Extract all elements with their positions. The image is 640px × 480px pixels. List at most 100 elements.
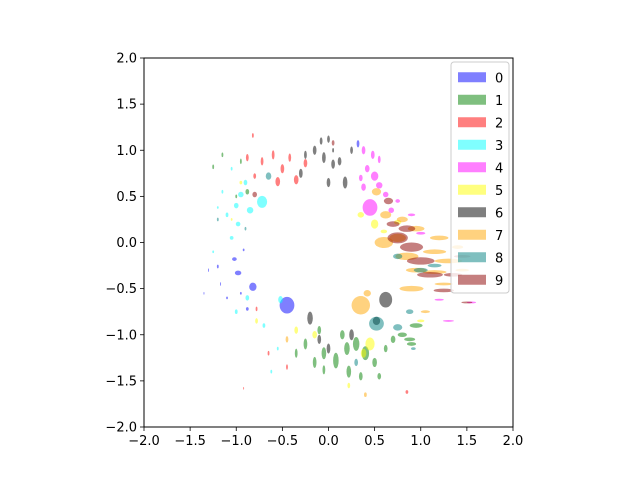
point-series-6-2 [331, 159, 335, 169]
point-series-8-10 [354, 358, 359, 367]
point-series-6-17 [332, 147, 335, 153]
point-series-6-16 [326, 343, 331, 354]
legend-swatch-4 [458, 162, 486, 173]
point-series-7-16 [420, 310, 430, 314]
point-series-5-11 [347, 382, 351, 389]
legend-swatch-3 [458, 139, 486, 150]
y-tick-label: 0.0 [116, 236, 137, 251]
point-series-6-8 [327, 135, 330, 143]
point-series-3-17 [212, 250, 215, 254]
point-series-1-7 [303, 338, 308, 350]
point-series-4-9 [361, 183, 366, 191]
point-series-7-6 [399, 285, 424, 292]
y-tick-label: −2.0 [105, 421, 137, 436]
point-series-2-2 [271, 150, 275, 160]
x-tick-label: 1.5 [457, 434, 478, 449]
point-series-0-5 [216, 264, 219, 269]
y-tick-label: 0.5 [116, 190, 137, 205]
point-series-4-3 [376, 182, 383, 189]
point-series-1-21 [221, 152, 224, 158]
point-series-9-10 [252, 191, 258, 198]
point-series-1-24 [245, 188, 250, 195]
point-series-4-10 [358, 174, 363, 182]
point-series-6-10 [298, 168, 303, 178]
legend-swatch-7 [458, 229, 486, 240]
point-series-1-23 [212, 164, 215, 170]
x-tick-label: 0.5 [364, 434, 385, 449]
point-series-2-14 [243, 386, 245, 390]
point-series-0-8 [226, 296, 228, 300]
point-series-2-0 [245, 153, 249, 162]
point-series-7-10 [434, 282, 454, 286]
y-axis: −2.0 −1.5 −1.0 −0.5 0.0 0.5 1.0 1.5 2.0 [105, 52, 144, 436]
point-series-3-9 [243, 179, 248, 186]
point-series-7-7 [423, 249, 447, 255]
point-series-3-5 [229, 236, 234, 240]
point-series-7-2 [380, 211, 392, 219]
legend-label-3: 3 [495, 139, 503, 154]
point-series-6-4 [326, 177, 331, 188]
point-series-1-0 [333, 352, 339, 369]
point-series-3-7 [221, 189, 224, 194]
legend-label-0: 0 [495, 71, 503, 86]
point-series-9-11 [461, 301, 473, 304]
point-series-2-6 [303, 159, 308, 168]
point-series-5-10 [417, 319, 425, 323]
point-series-9-5 [386, 221, 400, 227]
point-series-1-14 [409, 323, 423, 328]
point-series-4-2 [364, 165, 370, 173]
y-tick-label: −1.5 [105, 374, 137, 389]
point-series-3-13 [234, 309, 238, 314]
x-axis: −2.0 −1.5 −1.0 −0.5 0.0 0.5 1.0 1.5 2.0 [128, 427, 523, 449]
point-series-1-9 [372, 357, 377, 368]
point-series-1-4 [344, 342, 350, 356]
point-series-4-0 [362, 199, 378, 216]
point-series-6-9 [304, 150, 307, 160]
point-series-5-9 [312, 331, 317, 339]
data-marks [203, 133, 477, 398]
point-series-9-2 [406, 257, 435, 265]
y-tick-label: 1.5 [116, 98, 137, 113]
point-series-6-0 [312, 145, 317, 155]
point-series-3-4 [235, 221, 241, 227]
point-series-0-4 [232, 257, 237, 261]
point-series-0-7 [220, 282, 222, 286]
point-series-2-13 [267, 350, 270, 356]
point-series-0-11 [203, 291, 205, 295]
point-series-7-19 [285, 336, 289, 343]
point-series-5-5 [380, 229, 388, 234]
legend-swatch-2 [458, 117, 486, 128]
legend-swatch-6 [458, 207, 486, 218]
point-series-6-14 [307, 311, 313, 325]
point-series-9-3 [417, 272, 443, 278]
point-series-7-15 [363, 290, 371, 297]
point-series-1-13 [404, 337, 416, 342]
x-tick-label: −1.0 [220, 434, 252, 449]
legend-swatch-1 [458, 94, 486, 105]
point-series-2-4 [293, 175, 299, 185]
point-series-5-6 [239, 180, 243, 185]
point-series-5-12 [294, 326, 299, 334]
x-tick-label: −0.5 [267, 434, 299, 449]
point-series-2-3 [280, 164, 285, 174]
point-series-6-6 [350, 146, 353, 154]
point-series-2-5 [288, 153, 292, 162]
point-series-1-15 [340, 330, 345, 340]
point-series-4-6 [361, 146, 366, 155]
point-series-3-8 [216, 206, 219, 209]
point-series-1-12 [397, 332, 407, 338]
legend-swatch-0 [458, 72, 486, 83]
point-series-4-1 [370, 171, 379, 181]
point-series-4-16 [395, 199, 400, 203]
legend-label-7: 7 [495, 229, 503, 244]
x-tick-label: 2.0 [503, 434, 524, 449]
x-tick-label: 1.0 [410, 434, 431, 449]
legend-label-9: 9 [495, 274, 503, 289]
point-series-0-3 [234, 270, 242, 276]
point-series-3-1 [246, 206, 254, 214]
point-series-6-11 [379, 291, 393, 308]
point-series-8-9 [244, 226, 247, 231]
point-series-2-9 [251, 133, 254, 138]
point-series-0-2 [249, 282, 257, 291]
point-series-6-3 [342, 176, 348, 189]
